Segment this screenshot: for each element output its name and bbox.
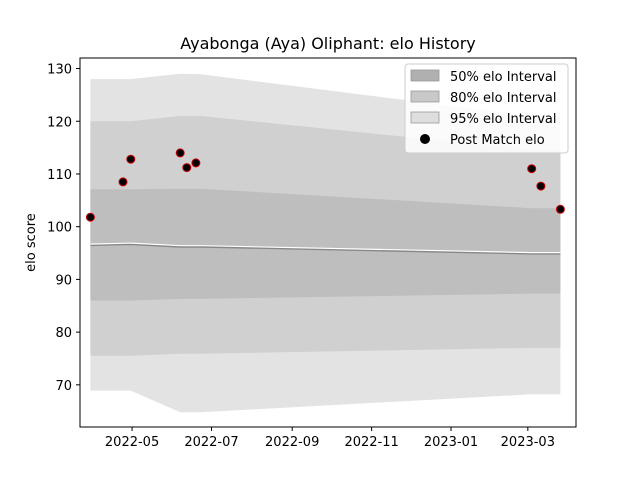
post-match-elo-point	[527, 164, 537, 174]
legend-swatch-band50	[410, 69, 440, 82]
chart-title: Ayabonga (Aya) Oliphant: elo History	[180, 34, 476, 53]
y-tick-label: 90	[55, 273, 72, 288]
y-tick-label: 120	[47, 115, 72, 130]
y-axis: 70 80 90 100 110 120 130	[47, 63, 80, 394]
legend-label: 95% elo Interval	[450, 112, 557, 127]
post-match-elo-point	[118, 177, 128, 187]
x-tick-label: 2023-01	[424, 435, 478, 450]
x-axis: 2022-05 2022-07 2022-09 2022-11 2023-01 2023-…	[105, 427, 555, 450]
y-tick-label: 110	[47, 168, 72, 183]
y-axis-title: elo score	[24, 213, 39, 272]
legend-label: 80% elo Interval	[450, 91, 557, 106]
x-tick-label: 2022-09	[265, 435, 319, 450]
post-match-elo-point	[175, 148, 185, 158]
post-match-elo-point	[536, 181, 546, 191]
post-match-elo-point	[191, 158, 201, 168]
post-match-elo-point	[555, 204, 565, 214]
legend-label: 50% elo Interval	[450, 70, 557, 85]
plot-area	[85, 73, 565, 413]
legend-marker-post-match	[420, 134, 430, 144]
post-match-elo-point	[85, 212, 95, 222]
post-match-elo-point	[182, 163, 192, 173]
y-tick-label: 130	[47, 63, 72, 78]
legend: 50% elo Interval 80% elo Interval 95% elo …	[404, 63, 569, 154]
legend-label: Post Match elo	[450, 133, 545, 148]
x-tick-label: 2022-05	[105, 435, 159, 450]
band-50-interval	[90, 188, 561, 301]
plot-frame	[79, 57, 577, 428]
y-tick-label: 70	[55, 379, 72, 394]
mean-elo-line-shadow	[90, 243, 561, 255]
x-tick-label: 2023-03	[501, 435, 555, 450]
y-tick-label: 100	[47, 221, 72, 236]
legend-swatch-band80	[410, 90, 440, 103]
mean-elo-line	[90, 242, 561, 254]
x-tick-label: 2022-07	[184, 435, 238, 450]
y-tick-label: 80	[55, 326, 72, 341]
x-tick-label: 2022-11	[344, 435, 398, 450]
legend-swatch-band95	[410, 111, 440, 124]
post-match-elo-point	[126, 154, 136, 164]
legend-box	[404, 63, 569, 154]
